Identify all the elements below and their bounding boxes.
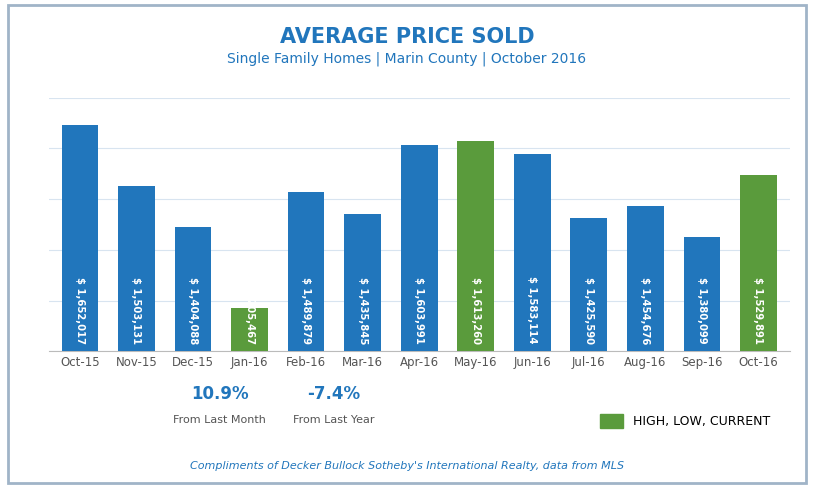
Text: $ 1,380,099: $ 1,380,099: [697, 277, 707, 344]
Text: From Last Month: From Last Month: [173, 415, 266, 425]
Text: 10.9%: 10.9%: [191, 385, 248, 403]
Bar: [740, 175, 777, 488]
Text: $ 1,503,131: $ 1,503,131: [132, 277, 142, 344]
Text: $ 1,205,467: $ 1,205,467: [244, 277, 255, 344]
Bar: [344, 214, 381, 488]
Bar: [287, 192, 325, 488]
Text: $ 1,652,017: $ 1,652,017: [75, 277, 85, 344]
Text: $ 1,454,676: $ 1,454,676: [641, 277, 650, 344]
Bar: [514, 154, 551, 488]
Text: Compliments of Decker Bullock Sotheby's International Realty, data from MLS: Compliments of Decker Bullock Sotheby's …: [190, 461, 624, 471]
Text: $ 1,613,260: $ 1,613,260: [470, 277, 481, 344]
Bar: [118, 186, 155, 488]
Bar: [62, 125, 98, 488]
Text: $ 1,425,590: $ 1,425,590: [584, 277, 594, 344]
Text: $ 1,435,845: $ 1,435,845: [357, 277, 368, 344]
Bar: [571, 218, 607, 488]
Bar: [627, 206, 663, 488]
Bar: [457, 142, 494, 488]
Bar: [684, 237, 720, 488]
Text: -7.4%: -7.4%: [307, 385, 361, 403]
Text: $ 1,603,991: $ 1,603,991: [414, 277, 424, 344]
Legend: HIGH, LOW, CURRENT: HIGH, LOW, CURRENT: [595, 408, 775, 433]
Bar: [231, 308, 268, 488]
Text: $ 1,529,891: $ 1,529,891: [754, 277, 764, 344]
Text: AVERAGE PRICE SOLD: AVERAGE PRICE SOLD: [280, 27, 534, 47]
Text: Single Family Homes | Marin County | October 2016: Single Family Homes | Marin County | Oct…: [227, 51, 587, 66]
Text: From Last Year: From Last Year: [293, 415, 374, 425]
Bar: [400, 145, 438, 488]
Text: $ 1,583,114: $ 1,583,114: [527, 277, 537, 344]
Text: $ 1,404,088: $ 1,404,088: [188, 277, 198, 344]
Text: $ 1,489,879: $ 1,489,879: [301, 277, 311, 344]
Bar: [175, 227, 212, 488]
